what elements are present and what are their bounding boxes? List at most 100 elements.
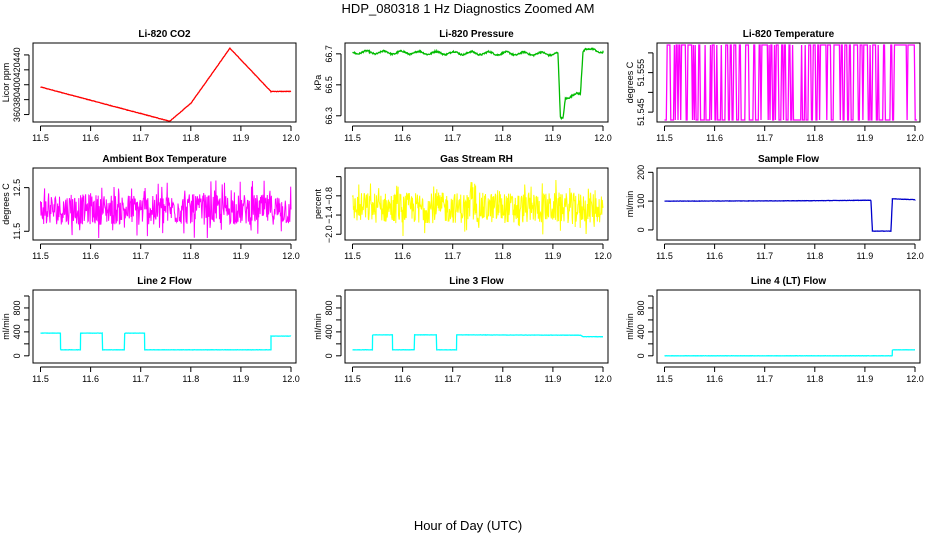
panel-title: Li-820 CO2	[138, 29, 191, 40]
x-tick-label: 11.5	[344, 374, 361, 384]
panel-title: Li-820 Pressure	[439, 29, 514, 40]
x-tick-label: 12.0	[594, 374, 612, 384]
x-tick-label: 11.6	[394, 133, 411, 143]
series-line	[352, 179, 604, 237]
x-tick-label: 11.6	[706, 133, 723, 143]
series-line	[352, 333, 603, 351]
panel-8: Line 3 Flow ml/min 11.5 11.6 11.7 11.8 11.9 12.…	[313, 276, 612, 384]
y-tick-label: 0	[636, 353, 646, 358]
x-tick-label: 11.5	[656, 251, 673, 261]
x-tick-label: 11.8	[806, 133, 823, 143]
y-tick-label: 0	[12, 353, 22, 358]
y-tick-label: 800	[324, 300, 334, 315]
x-tick-label: 11.9	[232, 133, 249, 143]
y-tick-label: −2.0	[324, 225, 334, 243]
panel-title: Li-820 Temperature	[743, 29, 835, 40]
x-tick-label: 11.8	[494, 133, 511, 143]
x-tick-label: 11.8	[182, 374, 199, 384]
x-tick-label: 11.9	[544, 133, 561, 143]
plot-frame	[656, 167, 921, 241]
x-tick-label: 11.8	[806, 251, 823, 261]
y-tick-label: 400	[324, 324, 334, 339]
x-tick-label: 11.9	[232, 374, 249, 384]
panel-6: Sample Flow ml/min 11.5 11.6 11.7 11.8 11.9 12.…	[625, 154, 924, 261]
panel-title: Sample Flow	[758, 154, 819, 165]
x-tick-label: 12.0	[594, 133, 612, 143]
y-axis-label: ml/min	[625, 313, 635, 340]
y-tick-label: 0	[636, 227, 646, 232]
y-tick-label: −0.8	[324, 187, 334, 205]
y-tick-label: 200	[636, 165, 646, 180]
y-tick-label: 400	[12, 324, 22, 339]
plot-frame	[344, 289, 609, 364]
panel-3: Li-820 Temperature degrees C 11.5 11.6 11.7 1…	[625, 29, 924, 143]
series-line	[664, 349, 915, 357]
x-axis-caption: Hour of Day (UTC)	[413, 518, 523, 533]
x-tick-label: 11.7	[132, 374, 149, 384]
y-tick-label: 11.5	[12, 223, 22, 240]
x-tick-label: 11.7	[444, 374, 461, 384]
x-tick-label: 11.9	[544, 251, 561, 261]
series-line	[664, 44, 917, 121]
panel-title: Ambient Box Temperature	[102, 154, 227, 165]
y-axis-label: ml/min	[1, 313, 11, 340]
panel-1: Li-820 CO2 Licor ppm 11.5 11.6 11.7 11.8 11.9 1…	[1, 29, 300, 143]
figure-title: HDP_080318 1 Hz Diagnostics Zoomed AM	[341, 1, 595, 16]
y-tick-label: 66.7	[324, 45, 334, 63]
x-tick-label: 11.7	[756, 133, 773, 143]
y-tick-label: 360	[12, 107, 22, 122]
series-line	[40, 332, 292, 351]
x-tick-label: 11.9	[232, 251, 249, 261]
x-tick-label: 11.6	[82, 374, 99, 384]
panel-5: Gas Stream RH percent 11.5 11.6 11.7 11.8 11.9…	[313, 154, 612, 261]
x-tick-label: 11.5	[656, 133, 673, 143]
y-axis-label: ml/min	[625, 191, 635, 218]
x-tick-label: 11.7	[444, 251, 461, 261]
x-tick-label: 11.7	[756, 374, 773, 384]
x-tick-label: 11.8	[494, 251, 511, 261]
panel-title: Gas Stream RH	[440, 154, 513, 165]
series-line	[664, 198, 916, 232]
panel-9: Line 4 (LT) Flow ml/min 11.5 11.6 11.7 11.8 11…	[625, 276, 924, 384]
y-tick-label: 380	[12, 92, 22, 107]
x-tick-label: 11.7	[132, 251, 149, 261]
panel-title: Line 4 (LT) Flow	[751, 276, 827, 287]
plot-frame	[344, 42, 609, 123]
panel-title: Line 3 Flow	[449, 276, 504, 287]
x-tick-label: 11.7	[132, 133, 149, 143]
x-tick-label: 11.5	[344, 251, 361, 261]
y-tick-label: 66.5	[324, 76, 334, 94]
x-tick-label: 11.6	[394, 374, 411, 384]
plot-frame	[32, 289, 297, 364]
x-tick-label: 11.8	[182, 133, 199, 143]
plot-frame	[656, 289, 921, 364]
x-tick-label: 11.6	[82, 251, 99, 261]
x-tick-label: 12.0	[282, 374, 300, 384]
y-tick-label: −1.4	[324, 206, 334, 224]
series-line	[352, 47, 604, 121]
x-tick-label: 11.5	[656, 374, 673, 384]
y-tick-label: 420	[12, 62, 22, 77]
x-tick-label: 11.8	[806, 374, 823, 384]
x-tick-label: 11.5	[344, 133, 361, 143]
x-tick-label: 11.5	[32, 133, 49, 143]
series-line	[40, 46, 292, 122]
plot-frame	[656, 42, 921, 123]
panel-2: Li-820 Pressure kPa 11.5 11.6 11.7 11.8 11.9 12…	[313, 29, 612, 143]
x-tick-label: 11.9	[856, 133, 873, 143]
y-tick-label: 400	[12, 77, 22, 92]
x-tick-label: 11.8	[182, 251, 199, 261]
y-tick-label: 51.545	[636, 98, 646, 126]
panel-7: Line 2 Flow ml/min 11.5 11.6 11.7 11.8 11.9 12.…	[1, 276, 300, 384]
x-tick-label: 11.9	[856, 374, 873, 384]
y-tick-label: 100	[636, 194, 646, 209]
x-tick-label: 11.6	[706, 374, 723, 384]
x-tick-label: 12.0	[594, 251, 612, 261]
x-tick-label: 12.0	[282, 133, 300, 143]
x-tick-label: 11.7	[444, 133, 461, 143]
plot-frame	[344, 167, 609, 241]
x-tick-label: 11.6	[82, 133, 99, 143]
y-tick-label: 800	[636, 300, 646, 315]
